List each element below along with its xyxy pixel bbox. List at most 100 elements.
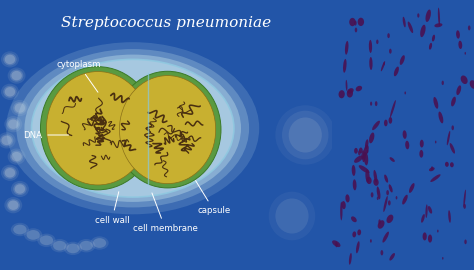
Ellipse shape	[383, 232, 389, 243]
Ellipse shape	[335, 242, 337, 245]
Ellipse shape	[1, 51, 19, 68]
Ellipse shape	[365, 169, 370, 183]
Ellipse shape	[347, 88, 354, 94]
Ellipse shape	[3, 167, 17, 179]
Ellipse shape	[346, 80, 347, 91]
Ellipse shape	[354, 156, 363, 163]
Ellipse shape	[5, 55, 15, 64]
Ellipse shape	[428, 206, 432, 214]
Ellipse shape	[357, 230, 361, 235]
Ellipse shape	[356, 86, 362, 91]
Ellipse shape	[1, 84, 19, 100]
Ellipse shape	[421, 214, 425, 223]
Ellipse shape	[384, 120, 388, 126]
Ellipse shape	[451, 125, 454, 130]
Ellipse shape	[470, 80, 474, 89]
Ellipse shape	[5, 168, 15, 178]
Ellipse shape	[369, 40, 372, 53]
Ellipse shape	[8, 200, 18, 210]
Ellipse shape	[372, 121, 380, 130]
Ellipse shape	[269, 192, 315, 240]
Ellipse shape	[366, 150, 368, 153]
Ellipse shape	[369, 57, 373, 70]
Ellipse shape	[389, 49, 392, 54]
Ellipse shape	[8, 148, 26, 165]
Ellipse shape	[13, 102, 27, 114]
Text: cytoplasm: cytoplasm	[56, 60, 101, 92]
Ellipse shape	[429, 167, 435, 171]
Ellipse shape	[389, 184, 392, 193]
Ellipse shape	[16, 49, 249, 207]
Ellipse shape	[445, 162, 449, 167]
Ellipse shape	[347, 89, 353, 97]
Ellipse shape	[370, 102, 372, 106]
Ellipse shape	[423, 232, 427, 241]
Ellipse shape	[25, 55, 241, 202]
Ellipse shape	[402, 195, 408, 205]
Ellipse shape	[377, 187, 381, 199]
Ellipse shape	[371, 192, 374, 197]
Ellipse shape	[386, 190, 389, 195]
Ellipse shape	[437, 230, 438, 232]
Ellipse shape	[24, 228, 42, 242]
Ellipse shape	[388, 200, 391, 205]
Ellipse shape	[289, 117, 322, 153]
Ellipse shape	[1, 136, 12, 145]
Ellipse shape	[346, 194, 350, 202]
Ellipse shape	[11, 152, 22, 161]
Ellipse shape	[383, 196, 388, 212]
Ellipse shape	[375, 101, 377, 106]
Ellipse shape	[433, 97, 438, 109]
Ellipse shape	[434, 23, 442, 27]
Ellipse shape	[381, 61, 385, 71]
Ellipse shape	[447, 131, 450, 145]
Ellipse shape	[403, 17, 406, 27]
Ellipse shape	[77, 239, 95, 252]
Ellipse shape	[66, 244, 80, 253]
Ellipse shape	[426, 9, 431, 22]
Ellipse shape	[394, 67, 399, 76]
Ellipse shape	[93, 238, 106, 248]
Ellipse shape	[4, 197, 22, 213]
Ellipse shape	[465, 52, 466, 55]
Ellipse shape	[51, 239, 69, 252]
Ellipse shape	[332, 240, 340, 247]
Ellipse shape	[365, 139, 368, 149]
Ellipse shape	[390, 100, 396, 117]
Ellipse shape	[7, 199, 20, 211]
Ellipse shape	[0, 134, 13, 146]
Ellipse shape	[349, 253, 352, 265]
Ellipse shape	[4, 116, 22, 132]
Ellipse shape	[463, 204, 466, 209]
Ellipse shape	[377, 197, 379, 200]
Ellipse shape	[390, 157, 395, 162]
Ellipse shape	[359, 147, 363, 153]
Ellipse shape	[420, 25, 426, 37]
Ellipse shape	[10, 151, 23, 163]
Ellipse shape	[400, 55, 405, 65]
Ellipse shape	[378, 219, 381, 224]
Ellipse shape	[376, 40, 379, 44]
Ellipse shape	[448, 210, 451, 223]
Ellipse shape	[404, 92, 406, 94]
Ellipse shape	[363, 152, 366, 162]
Ellipse shape	[366, 177, 372, 184]
Ellipse shape	[11, 181, 29, 197]
Ellipse shape	[340, 202, 343, 220]
Ellipse shape	[37, 234, 55, 247]
Ellipse shape	[458, 41, 462, 49]
Ellipse shape	[5, 87, 15, 96]
Text: cell wall: cell wall	[94, 192, 129, 225]
Ellipse shape	[396, 196, 397, 200]
Ellipse shape	[10, 69, 23, 82]
Ellipse shape	[80, 241, 93, 251]
Ellipse shape	[338, 90, 345, 98]
Ellipse shape	[11, 223, 29, 236]
Ellipse shape	[408, 22, 413, 33]
Ellipse shape	[369, 133, 374, 143]
Ellipse shape	[429, 43, 432, 50]
Ellipse shape	[3, 53, 17, 66]
Ellipse shape	[383, 62, 385, 65]
Ellipse shape	[456, 30, 460, 39]
Ellipse shape	[402, 130, 407, 139]
